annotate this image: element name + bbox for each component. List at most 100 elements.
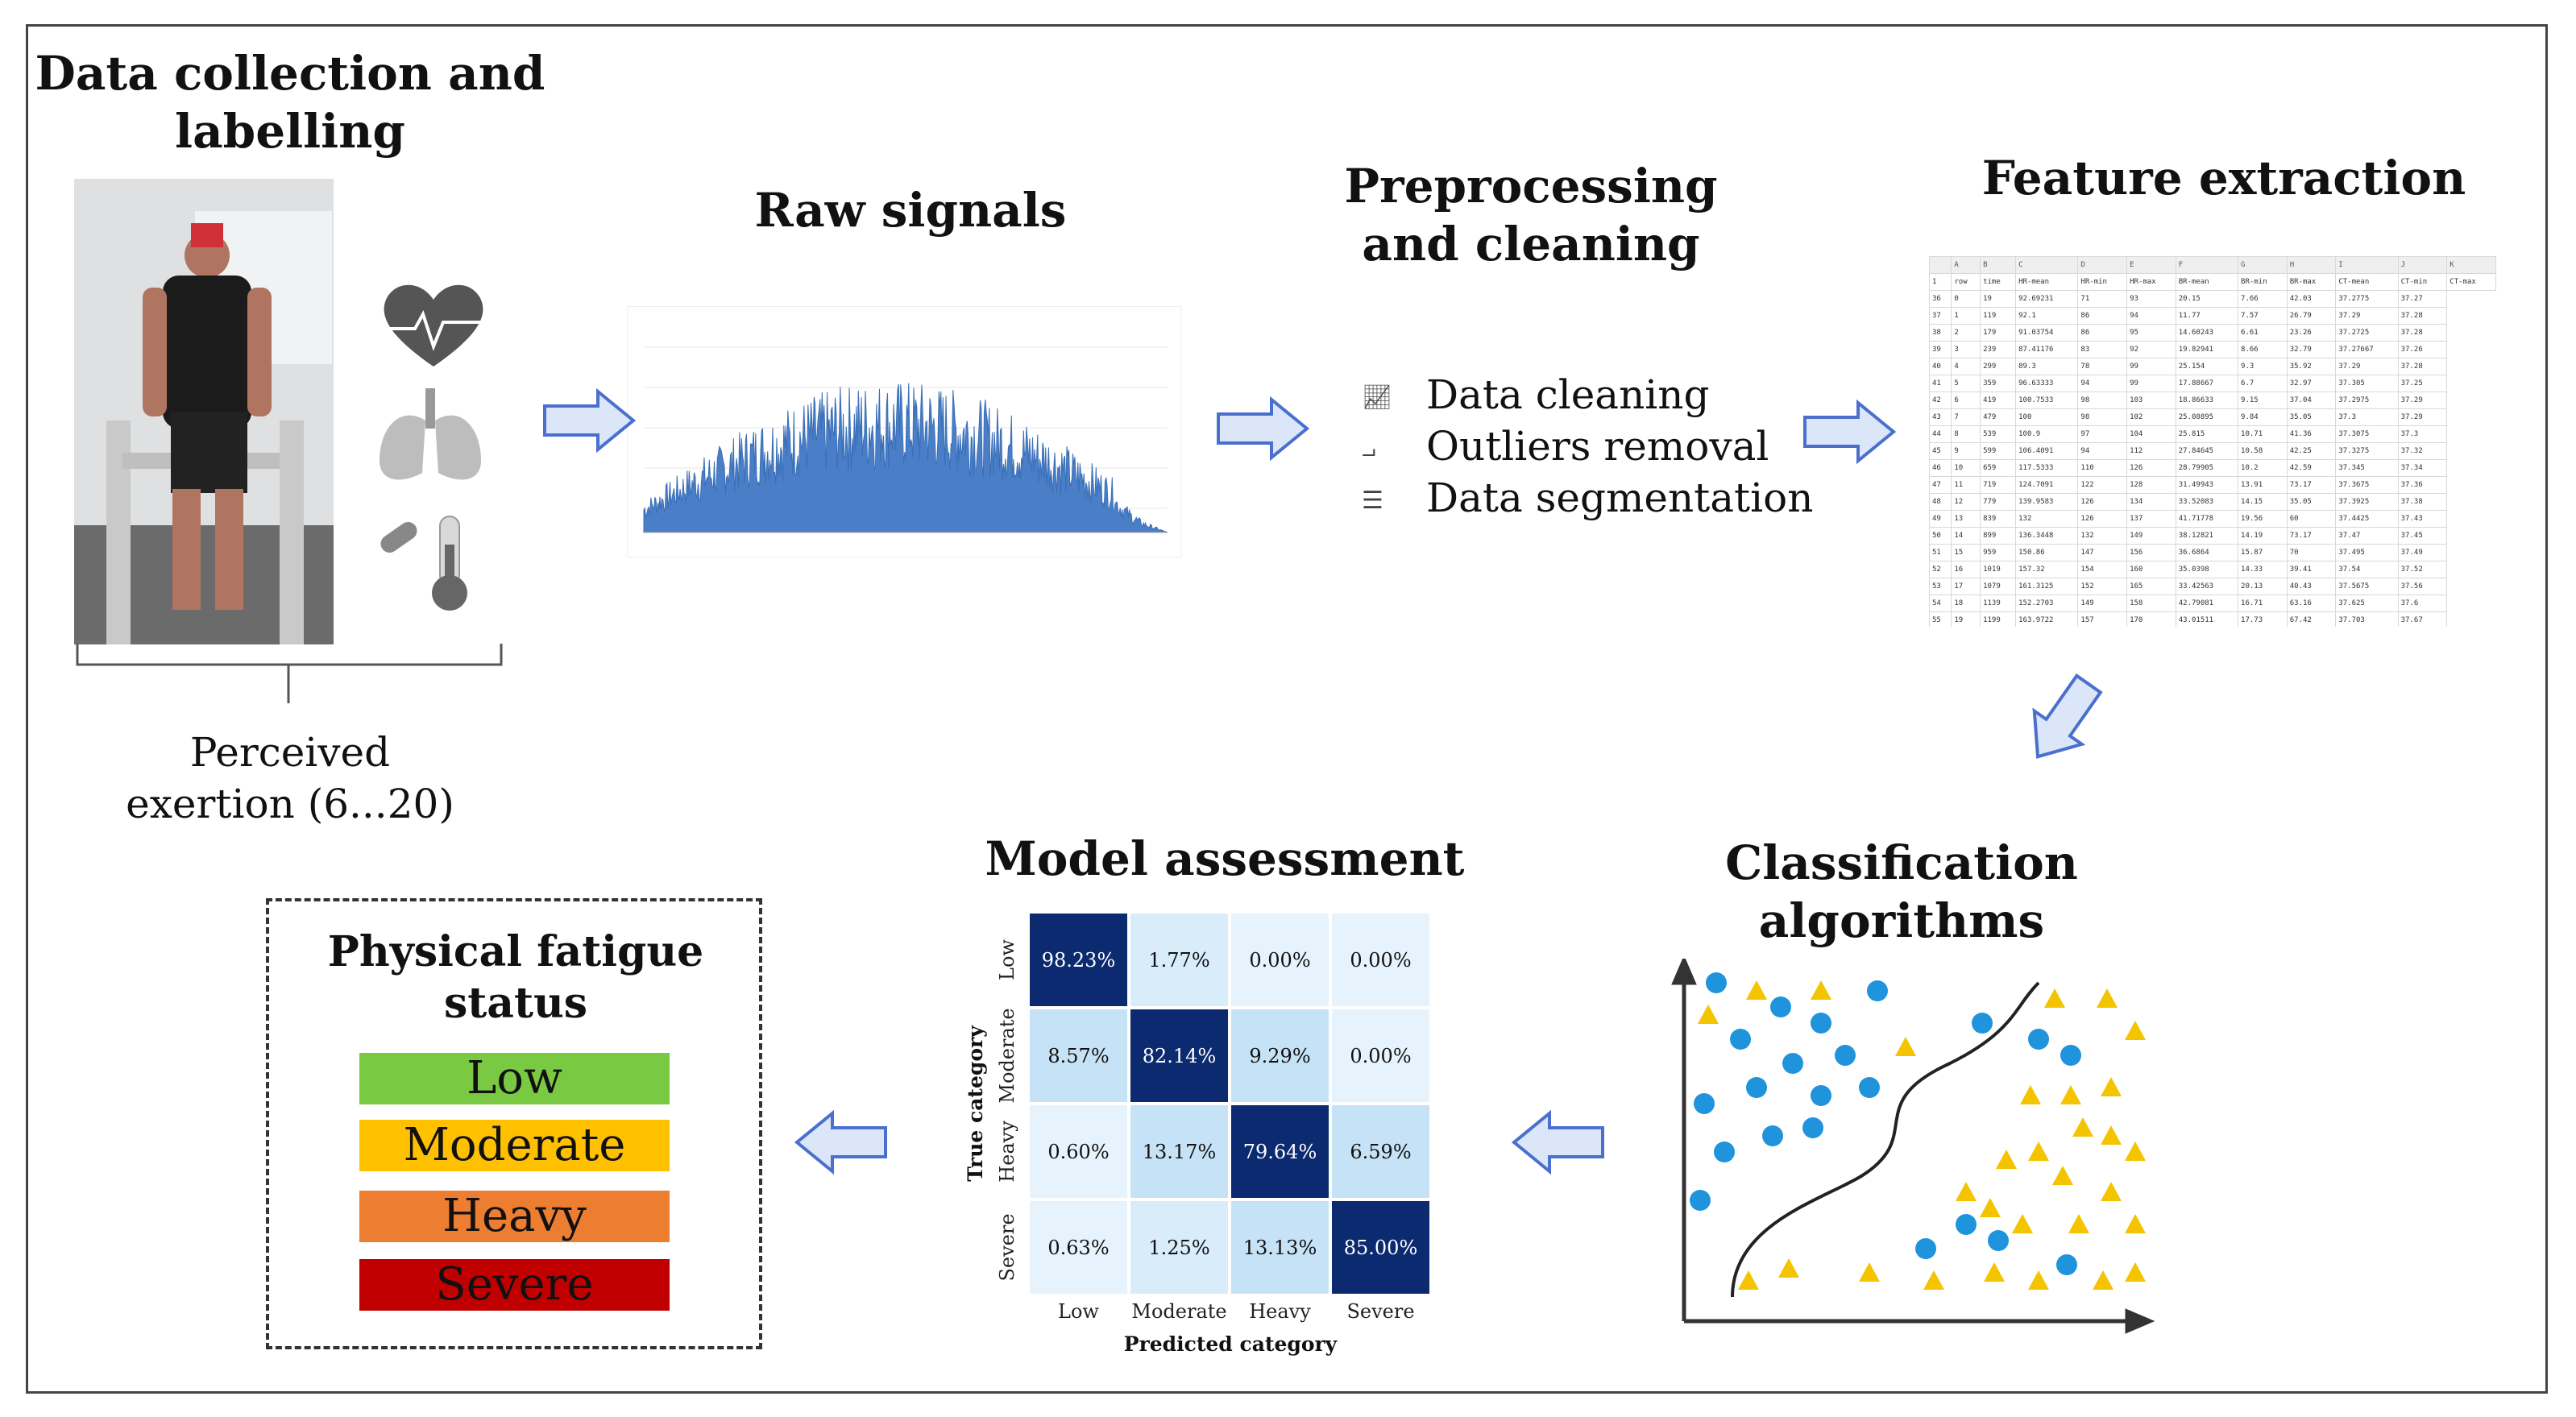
cm-cell: 0.00% <box>1330 912 1431 1008</box>
scatter-dot <box>1730 1029 1751 1050</box>
sheet-cell: 139.9583 <box>2015 493 2079 511</box>
scatter-triangle <box>1778 1258 1799 1278</box>
scatter-triangle <box>2125 1021 2146 1040</box>
fatigue-status-box <box>266 898 762 1349</box>
sheet-cell: 12 <box>1951 493 1981 511</box>
sheet-cell: 98 <box>2077 408 2128 426</box>
treadmill-photo <box>74 179 334 644</box>
sheet-row: 38 2 179 91.03754 86 95 14.60243 6.61 23.26 37.27… <box>1929 324 2496 342</box>
scatter-dot <box>2028 1029 2049 1050</box>
sheet-cell: 51 <box>1929 544 1952 561</box>
scatter-triangle <box>1738 1270 1759 1290</box>
sheet-cell: 17.88667 <box>2175 375 2239 392</box>
sheet-header-cell: BR-min <box>2238 273 2288 291</box>
cm-cell: 1.25% <box>1129 1199 1230 1295</box>
sheet-row: 54 18 1139 152.2703 149 158 42.79081 16.71 63.16… <box>1929 595 2496 612</box>
scatter-dot <box>1746 1077 1767 1098</box>
sheet-cell: 37.34 <box>2397 459 2448 477</box>
cm-x-tick: Low <box>1058 1300 1099 1323</box>
sheet-cell: 27.84645 <box>2175 442 2239 460</box>
sheet-cell: 37.27 <box>2397 290 2448 308</box>
sheet-cell: 2 <box>1951 324 1981 342</box>
sheet-cell: 37.26 <box>2397 341 2448 358</box>
scatter-triangle <box>1923 1270 1944 1290</box>
sheet-cell: 14.60243 <box>2175 324 2239 342</box>
sheet-cell: 37.32 <box>2397 442 2448 460</box>
sheet-cell: 54 <box>1929 595 1952 612</box>
sheet-row: 37 1 119 92.1 86 94 11.77 7.57 26.79 37.29 37.28 <box>1929 307 2496 325</box>
cm-cell: 13.17% <box>1129 1104 1230 1199</box>
cm-y-tick: Severe <box>996 1213 1018 1282</box>
sheet-cell: 32.79 <box>2286 341 2337 358</box>
sheet-cell: 239 <box>1980 341 2017 358</box>
sheet-cell: 37.28 <box>2397 324 2448 342</box>
sheet-cell: 110 <box>2077 459 2128 477</box>
scatter-triangle <box>2097 988 2118 1008</box>
title-raw-signals: Raw signals <box>754 183 1067 238</box>
scatter-triangle <box>2101 1077 2122 1096</box>
sheet-cell: 359 <box>1980 375 2017 392</box>
level-low: Low <box>359 1053 670 1104</box>
sheet-cell: 37.3075 <box>2335 425 2399 443</box>
thermometer-pill-icon <box>363 504 488 617</box>
sheet-cell: 126 <box>2077 510 2128 528</box>
sheet-cell: 899 <box>1980 527 2017 545</box>
raw-signal-chart <box>627 306 1181 557</box>
cm-y-axis-label: True category <box>964 1025 987 1182</box>
sheet-cell: 35.92 <box>2286 358 2337 375</box>
sheet-cell: 37.49 <box>2397 544 2448 561</box>
sheet-cell: 9.15 <box>2238 392 2288 409</box>
sheet-row: 52 16 1019 157.32 154 160 35.0398 14.33 39.41 37.… <box>1929 561 2496 578</box>
scatter-triangle <box>2093 1270 2113 1290</box>
sheet-cell: 13.91 <box>2238 476 2288 494</box>
sheet-row: 49 13 839 132 126 137 41.71778 19.56 60 37.4425 37… <box>1929 510 2496 528</box>
sheet-cell: 43 <box>1929 408 1952 426</box>
sheet-cell: 119 <box>1980 307 2017 325</box>
sheet-cell: 37.703 <box>2335 611 2399 627</box>
scatter-dot <box>1811 1085 1831 1106</box>
sheet-cell: 1079 <box>1980 578 2017 595</box>
sheet-cell: 26.79 <box>2286 307 2337 325</box>
sheet-cell: 28.79905 <box>2175 459 2239 477</box>
cm-cell: 9.29% <box>1230 1008 1330 1104</box>
sheet-cell: 19.56 <box>2238 510 2288 528</box>
cm-cell: 13.13% <box>1230 1199 1330 1295</box>
area-chart-icon: ⨼ <box>1362 435 1376 463</box>
scatter-triangle <box>2012 1214 2033 1233</box>
sheet-cell: 94 <box>2126 307 2176 325</box>
sheet-header-cell: HR-min <box>2077 273 2128 291</box>
sheet-cell: 38 <box>1929 324 1952 342</box>
sheet-cell: 49 <box>1929 510 1952 528</box>
arrow-down-left <box>2032 673 2103 759</box>
sheet-cell: 92.1 <box>2015 307 2079 325</box>
perceived-exertion-label: Perceived exertion (6...20) <box>113 727 467 830</box>
sheet-cell: 94 <box>2077 442 2128 460</box>
sheet-cell: 163.9722 <box>2015 611 2079 627</box>
sheet-cell: 42.79081 <box>2175 595 2239 612</box>
sheet-cell: 46 <box>1929 459 1952 477</box>
sheet-cell: 150.86 <box>2015 544 2079 561</box>
preprocessing-steps: 📈︎ Data cleaning ⨼ Outliers removal ☰ Data … <box>1362 369 1845 524</box>
sheet-cell: 37.25 <box>2397 375 2448 392</box>
scatter-triangle <box>1956 1182 1977 1201</box>
sheet-col-letter: B <box>1980 256 2017 274</box>
scatter-triangle <box>1996 1150 2017 1169</box>
step-data-cleaning: 📈︎ Data cleaning <box>1362 369 1845 421</box>
sheet-cell: 37.56 <box>2397 578 2448 595</box>
sheet-cell: 98 <box>2077 392 2128 409</box>
sheet-cell: 0 <box>1951 290 1981 308</box>
title-classification: Classification algorithms <box>1725 835 2078 948</box>
sheet-row: 45 9 599 106.4091 94 112 27.84645 10.58 42.25 37.… <box>1929 442 2496 460</box>
sheet-cell: 42.59 <box>2286 459 2337 477</box>
scatter-dot <box>1915 1238 1936 1259</box>
sheet-cell: 97 <box>2077 425 2128 443</box>
sheet-cell: 25.154 <box>2175 358 2239 375</box>
sheet-header-cell: time <box>1980 273 2017 291</box>
classification-scatter <box>1671 959 2155 1334</box>
sheet-cell: 100.9 <box>2015 425 2079 443</box>
sheet-cell: 158 <box>2126 595 2176 612</box>
sheet-cell: 4 <box>1951 358 1981 375</box>
sheet-cell: 37.345 <box>2335 459 2399 477</box>
sheet-header-cell: CT-min <box>2397 273 2448 291</box>
sheet-cell: 89.3 <box>2015 358 2079 375</box>
